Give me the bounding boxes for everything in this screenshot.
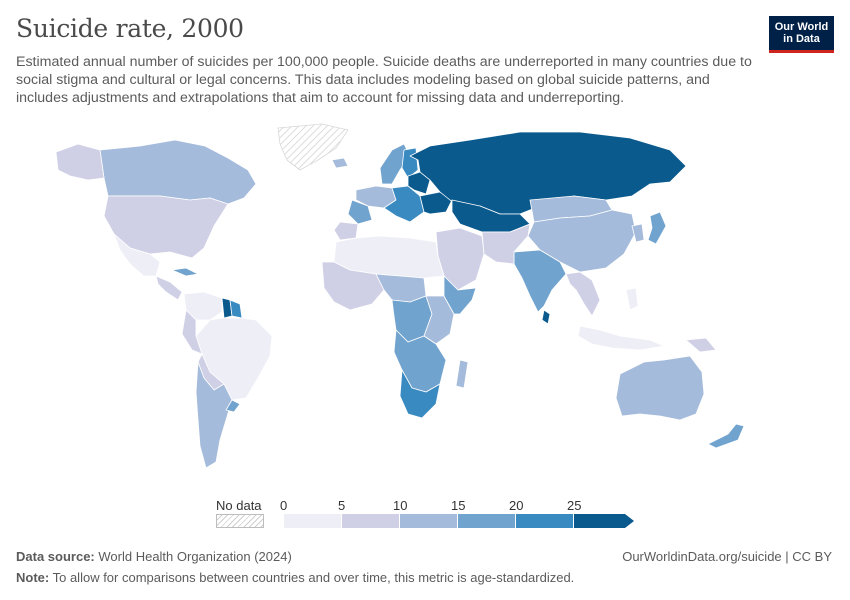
legend-bin-15-20[interactable] [458, 514, 516, 528]
region-sri-lanka[interactable]: Sri Lanka [541, 309, 551, 325]
region-philippines[interactable]: Philippines [625, 287, 639, 311]
legend-arrow-icon [625, 514, 634, 528]
world-map[interactable]: GreenlandCanadaAlaskaUnited StatesMexico… [0, 118, 850, 478]
owid-logo[interactable]: Our World in Data [769, 16, 834, 53]
region-france[interactable]: France [347, 199, 373, 225]
region-central-america[interactable]: Central America [155, 275, 183, 301]
region-iran-and-central-asia[interactable]: Iran and Central Asia [481, 223, 531, 265]
region-uruguay[interactable]: Uruguay [225, 399, 241, 413]
region-chile-and-argentina[interactable]: Chile and Argentina [195, 361, 233, 469]
legend-bin-5-10[interactable] [342, 514, 400, 528]
region-alaska[interactable]: Alaska [55, 143, 105, 181]
legend-bin-20-25[interactable] [516, 514, 574, 528]
chart-title: Suicide rate, 2000 [16, 14, 244, 43]
region-japan[interactable]: Japan [647, 211, 667, 245]
logo-line-1: Our World [774, 21, 829, 33]
region-papua-new-guinea[interactable]: Papua New Guinea [685, 337, 717, 353]
legend-no-data-label: No data [216, 498, 262, 513]
region-horn-of-africa[interactable]: Horn of Africa [443, 275, 477, 315]
region-spain[interactable]: Spain [333, 221, 359, 241]
data-source-text[interactable]: World Health Organization (2024) [98, 549, 292, 564]
region-indonesia[interactable]: Indonesia [577, 325, 665, 351]
region-india[interactable]: India [513, 249, 567, 313]
note: Note: To allow for comparisons between c… [16, 570, 574, 585]
legend-tick-15: 15 [451, 498, 466, 513]
region-new-zealand[interactable]: New Zealand [707, 423, 745, 449]
region-iceland[interactable]: Iceland [331, 157, 349, 169]
region-madagascar[interactable]: Madagascar [455, 359, 469, 389]
region-south-africa[interactable]: South Africa [399, 369, 441, 419]
region-west-africa[interactable]: West Africa [321, 261, 385, 311]
legend-bin-25-plus[interactable] [574, 514, 626, 528]
chart-subtitle: Estimated annual number of suicides per … [16, 54, 752, 106]
legend-tick-10: 10 [393, 498, 408, 513]
region-suriname[interactable]: Suriname [229, 299, 243, 319]
region-southeast-asia[interactable]: Southeast Asia [565, 271, 601, 317]
legend-bin-10-15[interactable] [400, 514, 458, 528]
region-eastern-europe[interactable]: Eastern Europe [383, 185, 425, 223]
legend-tick-0: 0 [280, 498, 288, 513]
region-central-africa[interactable]: Central Africa [375, 273, 427, 303]
region-greenland[interactable]: Greenland [277, 123, 349, 171]
region-korea[interactable]: Korea [631, 223, 645, 243]
region-australia[interactable]: Australia [615, 355, 705, 421]
legend-no-data-swatch[interactable] [216, 514, 264, 528]
legend-bin-0-5[interactable] [284, 514, 342, 528]
region-canada[interactable]: Canada [99, 139, 257, 205]
source-url-license[interactable]: OurWorldinData.org/suicide | CC BY [622, 549, 832, 564]
region-cuba[interactable]: Cuba [171, 267, 199, 277]
region-middle-east[interactable]: Middle East [435, 227, 485, 291]
data-source-label: Data source: [16, 549, 95, 564]
legend-tick-5: 5 [338, 498, 346, 513]
logo-line-2: in Data [783, 33, 820, 45]
note-text: To allow for comparisons between countri… [52, 570, 575, 585]
legend-tick-20: 20 [509, 498, 524, 513]
note-label: Note: [16, 570, 50, 585]
legend-tick-25: 25 [567, 498, 582, 513]
data-source: Data source: World Health Organization (… [16, 549, 292, 564]
